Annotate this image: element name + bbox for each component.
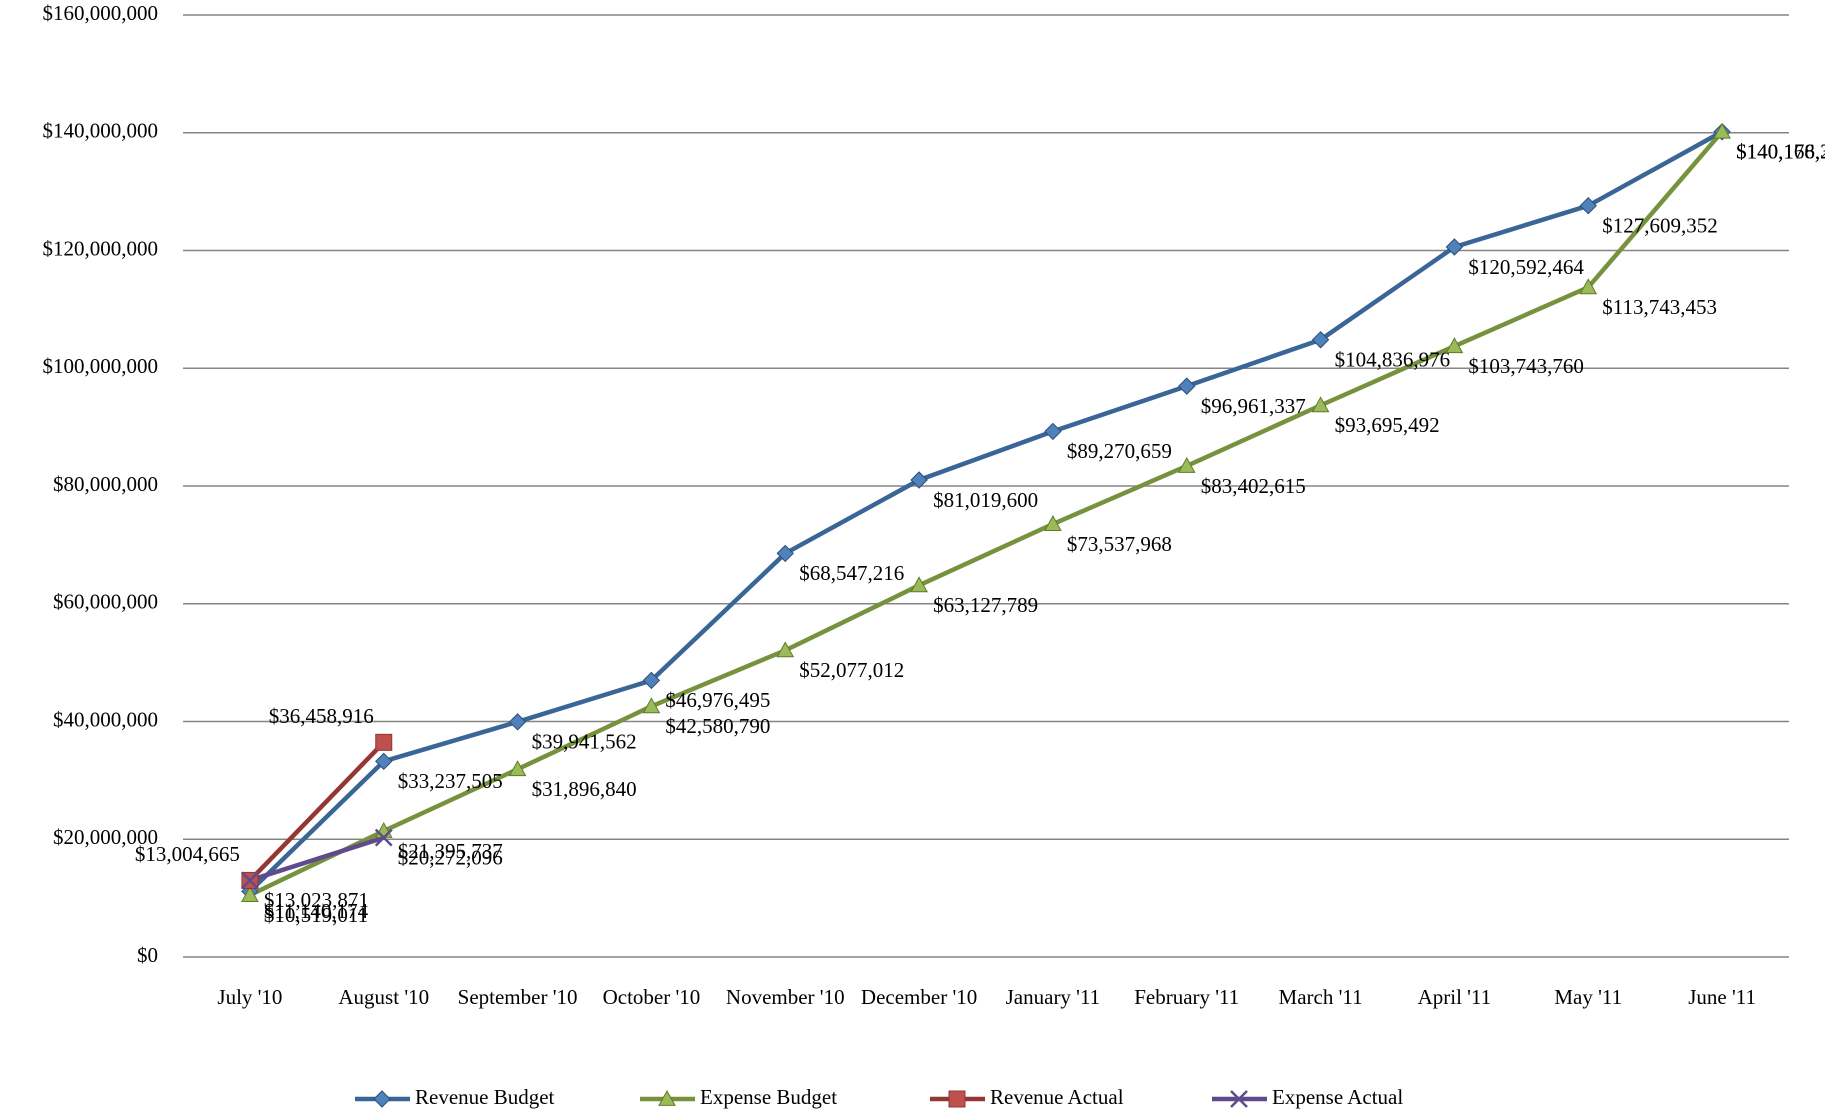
data-label: $83,402,615 — [1201, 474, 1306, 498]
marker — [375, 733, 393, 751]
marker — [1445, 337, 1464, 354]
y-tick-label: $60,000,000 — [53, 590, 158, 614]
legend-label: Revenue Budget — [415, 1085, 555, 1109]
y-tick-label: $40,000,000 — [53, 707, 158, 731]
x-tick-label: May '11 — [1554, 985, 1622, 1009]
marker — [241, 871, 259, 890]
data-label: $93,695,492 — [1335, 413, 1440, 437]
data-label: $103,743,760 — [1468, 354, 1584, 378]
data-label: $120,592,464 — [1468, 255, 1584, 279]
data-label: $89,270,659 — [1067, 439, 1172, 463]
data-label: $39,941,562 — [532, 730, 637, 754]
series-line — [248, 129, 1724, 894]
x-tick-label: April '11 — [1418, 985, 1492, 1009]
x-tick-label: December '10 — [861, 985, 977, 1009]
data-label: $31,896,840 — [532, 777, 637, 801]
series-line — [248, 130, 1724, 898]
data-label: $81,019,600 — [933, 488, 1038, 512]
x-tick-label: November '10 — [726, 985, 845, 1009]
data-label: $13,004,665 — [135, 842, 240, 866]
marker — [1311, 396, 1330, 413]
x-tick-label: September '10 — [458, 985, 578, 1009]
x-tick-label: August '10 — [338, 985, 429, 1009]
marker — [642, 697, 661, 714]
y-tick-label: $140,000,000 — [43, 119, 159, 143]
data-label: $21,395,737 — [398, 839, 503, 863]
y-tick-label: $0 — [137, 943, 158, 967]
data-label: $36,458,916 — [269, 704, 374, 728]
marker — [508, 713, 527, 731]
data-label: $73,537,968 — [1067, 532, 1172, 556]
data-label: $33,237,505 — [398, 769, 503, 793]
marker — [1177, 456, 1196, 473]
legend-label: Expense Budget — [700, 1085, 837, 1109]
legend-marker — [1230, 1090, 1248, 1108]
x-tick-label: February '11 — [1134, 985, 1239, 1009]
y-tick-label: $80,000,000 — [53, 472, 158, 496]
marker — [642, 671, 661, 690]
data-label: $96,961,337 — [1201, 394, 1306, 418]
x-tick-label: March '11 — [1279, 985, 1363, 1009]
data-label: $68,547,216 — [799, 561, 904, 585]
data-label: $10,519,011 — [264, 903, 368, 927]
marker — [776, 641, 795, 658]
legend-label: Expense Actual — [1272, 1085, 1403, 1109]
series-line — [248, 740, 386, 883]
legend-marker — [658, 1089, 676, 1106]
data-label: $13,023,871 — [264, 888, 369, 912]
y-tick-label: $100,000,000 — [43, 354, 159, 378]
legend-marker — [948, 1090, 966, 1108]
y-tick-label: $120,000,000 — [43, 236, 159, 260]
marker — [1713, 122, 1731, 139]
legend-marker — [373, 1090, 391, 1108]
marker — [374, 828, 393, 847]
marker — [508, 760, 527, 777]
data-label: $140,166,285 — [1736, 140, 1825, 164]
marker — [910, 576, 928, 593]
data-label: $140,178,383 — [1736, 140, 1825, 164]
x-tick-label: July '10 — [217, 985, 282, 1009]
marker — [375, 752, 393, 771]
data-label: $104,836,976 — [1335, 348, 1451, 372]
data-label: $11,140,174 — [264, 899, 369, 923]
data-label: $46,976,495 — [665, 688, 770, 712]
y-tick-label: $20,000,000 — [53, 825, 158, 849]
marker — [1579, 196, 1597, 215]
marker — [241, 886, 259, 902]
marker — [1311, 331, 1330, 349]
x-tick-label: January '11 — [1006, 985, 1101, 1009]
data-label: $20,272,096 — [398, 845, 503, 869]
legend-label: Revenue Actual — [990, 1085, 1124, 1109]
marker — [776, 544, 794, 563]
marker — [1178, 377, 1196, 395]
x-tick-label: June '11 — [1688, 985, 1756, 1009]
marker — [1445, 238, 1464, 256]
marker — [1044, 422, 1062, 441]
x-tick-label: October '10 — [603, 985, 701, 1009]
marker — [1579, 278, 1598, 295]
marker — [910, 471, 928, 489]
data-label: $63,127,789 — [933, 593, 1038, 617]
y-tick-label: $160,000,000 — [43, 1, 159, 25]
data-label: $42,580,790 — [665, 714, 770, 738]
data-label: $127,609,352 — [1602, 214, 1718, 238]
series-line — [249, 835, 385, 883]
data-label: $113,743,453 — [1602, 295, 1717, 319]
marker — [1044, 515, 1062, 531]
data-label: $52,077,012 — [799, 658, 904, 682]
